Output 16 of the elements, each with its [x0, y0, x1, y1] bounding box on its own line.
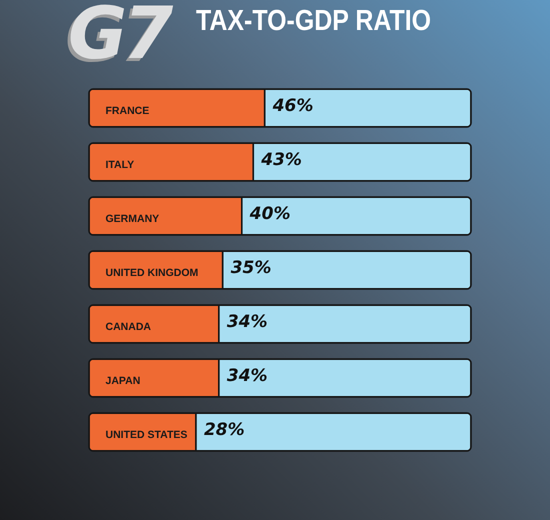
y-tick-label: CANADA	[106, 321, 152, 333]
data-label: 35%	[230, 258, 272, 278]
chart-title: G7	[68, 0, 170, 75]
data-label: 40%	[248, 204, 291, 224]
y-tick-label: ITALY	[106, 159, 134, 171]
y-tick-label: JAPAN	[106, 375, 140, 387]
y-tick-label: UNITED STATES	[106, 429, 188, 441]
chart-subtitle: TAX-TO-GDP RATIO	[196, 5, 432, 38]
y-tick-label: GERMANY	[106, 213, 160, 225]
y-tick-label: UNITED KINGDOM	[106, 267, 198, 279]
data-label: 43%	[260, 150, 302, 170]
data-label: 46%	[272, 96, 314, 116]
data-label: 34%	[226, 366, 268, 386]
data-label: 34%	[226, 312, 268, 332]
y-tick-label: FRANCE	[106, 105, 150, 117]
data-label: 28%	[204, 420, 245, 440]
